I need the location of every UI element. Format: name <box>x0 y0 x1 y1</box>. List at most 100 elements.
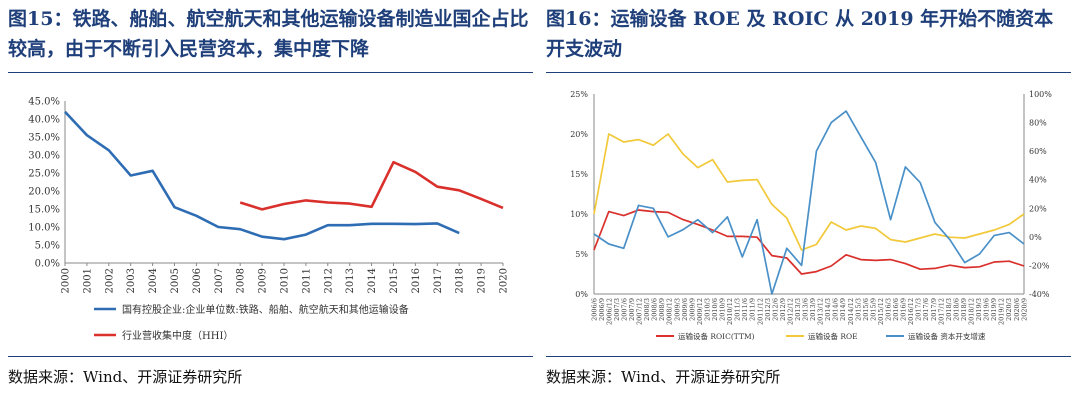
legend-label: 国有控股企业:企业单位数:铁路、船舶、航空航天和其他运输设备 <box>122 303 409 316</box>
x-tick-label: 2014/12 <box>847 298 855 325</box>
title-rule <box>546 72 1071 73</box>
x-tick-label: 2010/9 <box>719 298 727 321</box>
x-tick-label: 2009/12 <box>696 298 704 325</box>
x-tick-label: 2012/12 <box>786 298 794 325</box>
x-tick-label: 2010/6 <box>711 298 719 321</box>
y-tick-label: 0.0% <box>35 259 60 270</box>
y-tick-label: 5.0% <box>35 241 60 252</box>
x-tick-label: 2014/6 <box>832 298 840 321</box>
x-tick-label: 2016/6 <box>892 298 900 321</box>
y-tick-label: 45.0% <box>28 97 60 108</box>
left-y-tick-label: 5% <box>575 250 588 259</box>
x-tick-label: 2015 <box>389 268 400 293</box>
x-tick-label: 2012 <box>323 268 334 293</box>
left-y-tick-label: 25% <box>570 90 588 99</box>
x-tick-label: 2008/3 <box>643 298 651 321</box>
x-tick-label: 2013/12 <box>817 298 825 325</box>
x-tick-label: 2010/3 <box>703 298 711 321</box>
x-tick-label: 2000 <box>61 268 72 293</box>
x-tick-label: 2017/6 <box>922 298 930 321</box>
series-line-1 <box>64 110 460 241</box>
x-tick-label: 2008/12 <box>666 298 674 325</box>
right-y-tick-label: 60% <box>1029 147 1047 156</box>
x-tick-label: 2013/6 <box>802 298 810 321</box>
x-tick-label: 2007 <box>214 268 225 293</box>
x-tick-label: 2011/3 <box>734 298 742 321</box>
right-y-tick-label: 80% <box>1029 119 1047 128</box>
x-tick-label: 2016/3 <box>885 298 893 321</box>
x-tick-label: 2003 <box>126 268 137 293</box>
x-tick-label: 2018/3 <box>945 298 953 321</box>
x-tick-label: 2017/12 <box>937 298 945 325</box>
source-rule <box>8 356 533 357</box>
y-tick-label: 25.0% <box>28 169 60 180</box>
x-tick-label: 2011/6 <box>741 298 749 321</box>
x-tick-label: 2013/9 <box>809 298 817 321</box>
right-y-tick-label: -40% <box>1029 290 1050 299</box>
y-tick-label: 10.0% <box>28 223 60 234</box>
x-tick-label: 2010 <box>280 268 291 293</box>
x-tick-label: 2009/3 <box>673 298 681 321</box>
x-tick-label: 2016 <box>411 268 422 293</box>
x-tick-label: 2015/3 <box>854 298 862 321</box>
x-tick-label: 2011/12 <box>756 298 764 325</box>
legend-label: 运输设备 资本开支增速 <box>908 331 986 341</box>
figure-15-source: 数据来源：Wind、开源证券研究所 <box>8 368 243 386</box>
x-tick-label: 2014 <box>367 268 378 293</box>
y-tick-label: 15.0% <box>28 205 60 216</box>
right-y-tick-label: 0% <box>1029 233 1042 242</box>
figure-15-title: 图15：铁路、船舶、航空航天和其他运输设备制造业国企占比较高，由于不断引入民营资… <box>8 8 529 60</box>
x-tick-label: 2008/9 <box>658 298 666 321</box>
x-tick-label: 2006/9 <box>598 298 606 321</box>
x-tick-label: 2008 <box>236 268 247 293</box>
x-tick-label: 2017/9 <box>930 298 938 321</box>
legend-label: 行业营收集中度（HHI） <box>122 329 233 342</box>
series-line-2 <box>239 160 504 211</box>
y-tick-label: 30.0% <box>28 151 60 162</box>
source-rule <box>546 356 1071 357</box>
x-tick-label: 2016/12 <box>907 298 915 325</box>
x-tick-label: 2018 <box>455 268 466 293</box>
x-tick-label: 2016/9 <box>900 298 908 321</box>
legend-label: 运输设备 ROIC(TTM) <box>678 331 755 341</box>
series-line-3 <box>593 110 1025 295</box>
figure-15-chart: 0.0% 5.0% 10.0% 15.0% 20.0% 25.0% 30.0% 35.0% 40… <box>28 97 509 343</box>
x-tick-label: 2018/12 <box>967 298 975 325</box>
right-y-tick-label: 20% <box>1029 204 1047 213</box>
x-tick-label: 2007/6 <box>620 298 628 321</box>
right-y-tick-label: 100% <box>1029 90 1052 99</box>
x-tick-label: 2009/6 <box>681 298 689 321</box>
x-tick-label: 2019/12 <box>998 298 1006 325</box>
x-tick-label: 2007/12 <box>636 298 644 325</box>
legend-label: 运输设备 ROE <box>808 331 858 341</box>
x-tick-label: 2019/6 <box>983 298 991 321</box>
figure-15-panel: 图15：铁路、船舶、航空航天和其他运输设备制造业国企占比较高，由于不断引入民营资… <box>8 0 538 415</box>
x-tick-label: 2002 <box>104 268 115 293</box>
left-y-tick-label: 20% <box>570 130 588 139</box>
x-tick-label: 2011/9 <box>749 298 757 321</box>
x-tick-label: 2010/12 <box>726 298 734 325</box>
x-tick-label: 2019 <box>477 268 488 293</box>
x-tick-label: 2015/6 <box>862 298 870 321</box>
right-y-tick-label: 40% <box>1029 176 1047 185</box>
x-tick-label: 2014/9 <box>839 298 847 321</box>
left-y-tick-label: 0% <box>575 290 588 299</box>
figure-16-panel: 图16：运输设备 ROE 及 ROIC 从 2019 年开始不随资本开支波动 0… <box>546 0 1076 415</box>
x-tick-label: 2019/9 <box>990 298 998 321</box>
x-tick-label: 2005 <box>170 268 181 293</box>
y-tick-label: 35.0% <box>28 133 60 144</box>
x-tick-label: 2012/9 <box>779 298 787 321</box>
y-tick-label: 40.0% <box>28 115 60 126</box>
x-tick-label: 2007/3 <box>613 298 621 321</box>
x-tick-label: 2006/12 <box>605 298 613 325</box>
x-tick-label: 2020/3 <box>1005 298 1013 321</box>
x-tick-label: 2012/6 <box>771 298 779 321</box>
x-tick-label: 2013 <box>345 268 356 293</box>
y-tick-label: 20.0% <box>28 187 60 198</box>
x-tick-label: 2015/9 <box>869 298 877 321</box>
x-tick-label: 2017 <box>433 268 444 293</box>
figure-16-chart: 0% 5% 10% 15% 20% 25% -40% -20% 0% 20% 40% 60% 80% 10… <box>570 90 1052 341</box>
series-line-2 <box>593 133 1025 251</box>
x-tick-label: 2018/6 <box>952 298 960 321</box>
series-line-1 <box>593 209 1025 275</box>
